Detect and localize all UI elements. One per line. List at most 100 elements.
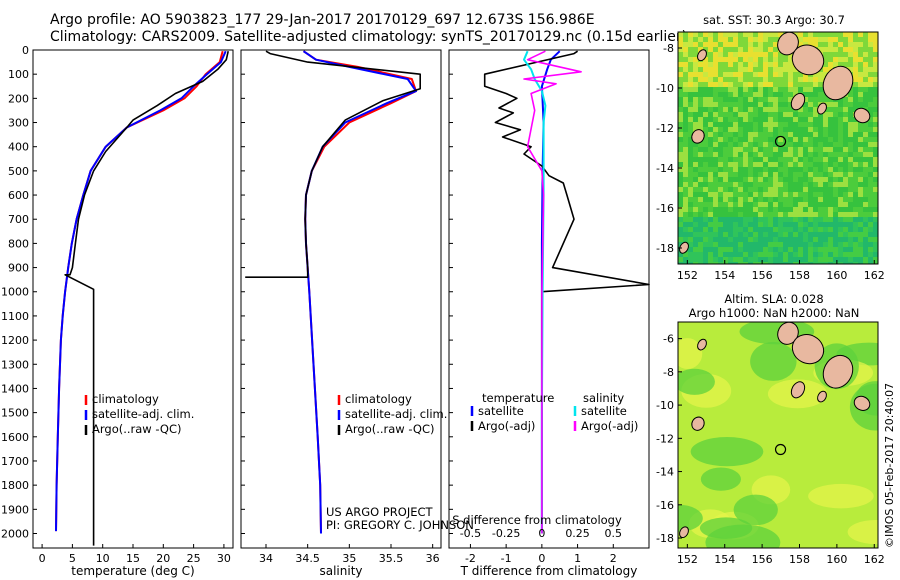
y-tick-label-depth: 1400 xyxy=(1,382,29,395)
map-y-tick-label: -8 xyxy=(663,366,674,379)
map-sst-map: 152 154 156 158 160 162 -8 -10 -12 -14 -16 -18 xyxy=(656,31,885,282)
x-tick-label-salinity: 36 xyxy=(426,552,440,565)
legend-label-salinity: Argo(..raw -QC) xyxy=(345,422,435,436)
y-tick-label-depth: 700 xyxy=(8,213,29,226)
legend-label-diff: Argo(-adj) xyxy=(478,419,535,433)
land-shape xyxy=(679,241,689,254)
series-line-temperature-argo-raw-qc- xyxy=(64,51,229,546)
land-shape xyxy=(791,44,825,76)
map-x-tick-label: 162 xyxy=(864,553,885,566)
land-shape xyxy=(691,129,705,144)
y-tick-label-depth: 1000 xyxy=(1,286,29,299)
y-tick-label-depth: 500 xyxy=(8,165,29,178)
y-tick-label-depth: 400 xyxy=(8,141,29,154)
credit-project: US ARGO PROJECT xyxy=(326,505,434,519)
legend-label-temperature: climatology xyxy=(92,392,159,406)
map-field-sla-map xyxy=(678,322,878,548)
land-shape xyxy=(817,102,827,115)
land-shape xyxy=(697,338,707,351)
argo-position-marker xyxy=(774,135,787,148)
y-tick-label-depth: 600 xyxy=(8,189,29,202)
map-x-tick-label: 158 xyxy=(789,553,810,566)
map-title-sst: sat. SST: 30.3 Argo: 30.7 xyxy=(703,13,845,27)
map-y-tick-label: -10 xyxy=(656,399,674,412)
map-x-tick-label: 156 xyxy=(752,553,773,566)
x-tick-label-salinity: 35.5 xyxy=(379,552,404,565)
map-field-sst-map xyxy=(678,32,878,264)
land-shape xyxy=(853,395,871,411)
figure-title-line2: Climatology: CARS2009. Satellite-adjuste… xyxy=(50,29,688,45)
land-shape xyxy=(853,107,871,124)
map-y-tick-label: -6 xyxy=(663,333,674,346)
series-line-temperature-satellite-adj-clim- xyxy=(55,50,227,532)
plot-frame-salinity xyxy=(240,49,442,549)
series-line-salinity-argo-raw-qc- xyxy=(245,50,422,279)
x2-tick-label-difference: 0.5 xyxy=(605,527,623,540)
land-shape xyxy=(791,334,825,365)
map-y-tick-label: -14 xyxy=(656,466,674,479)
x2-tick-label-difference: -0.5 xyxy=(460,527,481,540)
legend-label-diff: Argo(-adj) xyxy=(581,419,638,433)
land-shape xyxy=(697,49,707,62)
x-tick-label-temperature: 5 xyxy=(69,552,76,565)
legend-title-salinity-diff: salinity xyxy=(583,391,624,405)
land-shape xyxy=(790,381,806,399)
y-tick-label-depth: 1700 xyxy=(1,455,29,468)
y-tick-label-depth: 1600 xyxy=(1,431,29,444)
credit-pi: PI: GREGORY C. JOHNSON xyxy=(326,518,474,532)
x-tick-label-temperature: 25 xyxy=(187,552,201,565)
y-tick-label-depth: 0 xyxy=(22,44,29,57)
legend-label-temperature: satellite-adj. clim. xyxy=(92,407,194,421)
series-line-difference-salinity-argo-adj- xyxy=(523,50,582,534)
map-x-tick-label: 152 xyxy=(677,269,698,282)
series-line-difference-argo-adj- xyxy=(483,50,650,534)
x2-tick-label-difference: 0.25 xyxy=(565,527,590,540)
land-shape xyxy=(790,92,806,111)
legend-label-salinity: climatology xyxy=(345,392,412,406)
series-line-salinity-satellite-adj-clim- xyxy=(302,50,417,534)
x-tick-label-temperature: 15 xyxy=(126,552,140,565)
y-tick-label-depth: 1100 xyxy=(1,310,29,323)
map-x-tick-label: 158 xyxy=(789,269,810,282)
x-tick-label-difference: -1 xyxy=(501,552,512,565)
x-tick-label-temperature: 0 xyxy=(39,552,46,565)
legend-label-diff: satellite xyxy=(478,404,524,418)
argo-position-marker xyxy=(774,443,787,456)
x-axis-label-temperature: temperature (deg C) xyxy=(71,564,194,578)
x-tick-label-salinity: 34.5 xyxy=(295,552,320,565)
x-tick-label-temperature: 10 xyxy=(96,552,110,565)
credit-imos: ©IMOS 05-Feb-2017 20:40:07 xyxy=(883,383,896,548)
land-shape xyxy=(822,65,854,101)
land-shape xyxy=(822,354,854,389)
x-tick-label-temperature: 30 xyxy=(217,552,231,565)
x-axis-label-salinity: salinity xyxy=(319,564,362,578)
map-y-tick-label: -10 xyxy=(656,82,674,95)
plot-frame-difference xyxy=(448,49,650,549)
x-tick-label-difference: -2 xyxy=(465,552,476,565)
series-line-salinity-climatology xyxy=(302,50,417,534)
series-line-temperature-climatology xyxy=(55,50,224,532)
y-tick-label-depth: 1500 xyxy=(1,407,29,420)
map-y-tick-label: -16 xyxy=(656,202,674,215)
y-tick-label-depth: 800 xyxy=(8,237,29,250)
land-shape xyxy=(691,416,705,431)
map-y-tick-label: -12 xyxy=(656,122,674,135)
map-sla-map: 152 154 156 158 160 162 -6 -8 -10 -12 -14 -16 -18 xyxy=(656,321,885,566)
map-x-tick-label: 162 xyxy=(864,269,885,282)
map-x-tick-label: 154 xyxy=(714,553,735,566)
map-x-tick-label: 156 xyxy=(752,269,773,282)
map-y-tick-label: -12 xyxy=(656,432,674,445)
x-tick-label-salinity: 35 xyxy=(342,552,356,565)
y-tick-label-depth: 200 xyxy=(8,92,29,105)
x-tick-label-difference: 1 xyxy=(574,552,581,565)
map-x-tick-label: 160 xyxy=(826,269,847,282)
map-x-tick-label: 152 xyxy=(677,553,698,566)
map-y-tick-label: -16 xyxy=(656,499,674,512)
x-axis-label-difference: T difference from climatology xyxy=(460,564,638,578)
y-tick-label-depth: 900 xyxy=(8,262,29,275)
legend-label-diff: satellite xyxy=(581,404,627,418)
x-tick-label-difference: 2 xyxy=(610,552,617,565)
x2-tick-label-difference: -0.25 xyxy=(492,527,520,540)
map-y-tick-label: -18 xyxy=(656,242,674,255)
y-tick-label-depth: 1800 xyxy=(1,479,29,492)
